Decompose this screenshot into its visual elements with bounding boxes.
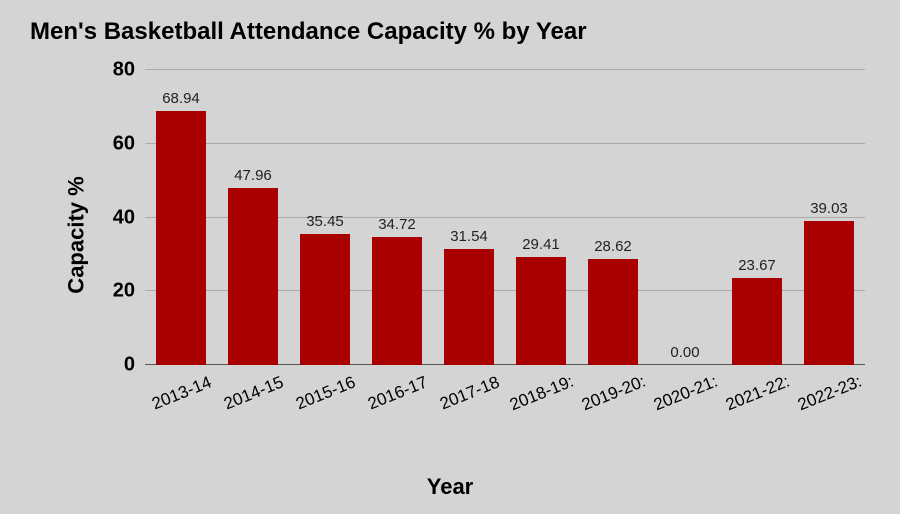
bar [516, 257, 566, 365]
bar-value-label: 47.96 [234, 167, 272, 184]
bar [588, 259, 638, 365]
bar-value-label: 31.54 [450, 228, 488, 245]
bar-value-label: 28.62 [594, 238, 632, 255]
bar-column: 31.54 [433, 70, 505, 365]
bar [804, 221, 854, 365]
bar-value-label: 39.03 [810, 200, 848, 217]
y-axis-label: Capacity % [64, 176, 90, 293]
bar-value-label: 29.41 [522, 236, 560, 253]
chart-container: Men's Basketball Attendance Capacity % b… [0, 0, 900, 514]
bar-column: 68.94 [145, 70, 217, 365]
bar [732, 278, 782, 365]
x-axis-label: Year [0, 474, 900, 500]
bar [444, 249, 494, 365]
bars-group: 68.94 47.96 35.45 34.72 31.54 29.41 28.62 0.00 2… [145, 70, 865, 365]
bar-column: 35.45 [289, 70, 361, 365]
plot-area: 68.94 47.96 35.45 34.72 31.54 29.41 28.62 0.00 2… [145, 70, 865, 365]
bar-column: 23.67 [721, 70, 793, 365]
bar-column: 29.41 [505, 70, 577, 365]
bar-column: 28.62 [577, 70, 649, 365]
y-tick-label: 80 [113, 59, 145, 82]
bar-column: 39.03 [793, 70, 865, 365]
bar-value-label: 68.94 [162, 90, 200, 107]
bar-value-label: 23.67 [738, 257, 776, 274]
bar-column: 34.72 [361, 70, 433, 365]
bar [228, 188, 278, 365]
chart-title: Men's Basketball Attendance Capacity % b… [30, 18, 587, 46]
bar-column: 47.96 [217, 70, 289, 365]
y-tick-label: 20 [113, 280, 145, 303]
bar-value-label: 34.72 [378, 216, 416, 233]
bar [372, 237, 422, 365]
x-tick-label: 2022-23: [793, 371, 886, 463]
y-tick-label: 0 [124, 354, 145, 377]
bar-column: 0.00 [649, 70, 721, 365]
bar [300, 234, 350, 365]
bar-value-label: 35.45 [306, 213, 344, 230]
bar [156, 111, 206, 365]
y-tick-label: 60 [113, 132, 145, 155]
x-ticks: 2013-142014-152015-162016-172017-182018-… [145, 370, 865, 440]
y-tick-label: 40 [113, 206, 145, 229]
bar-value-label: 0.00 [670, 344, 699, 361]
